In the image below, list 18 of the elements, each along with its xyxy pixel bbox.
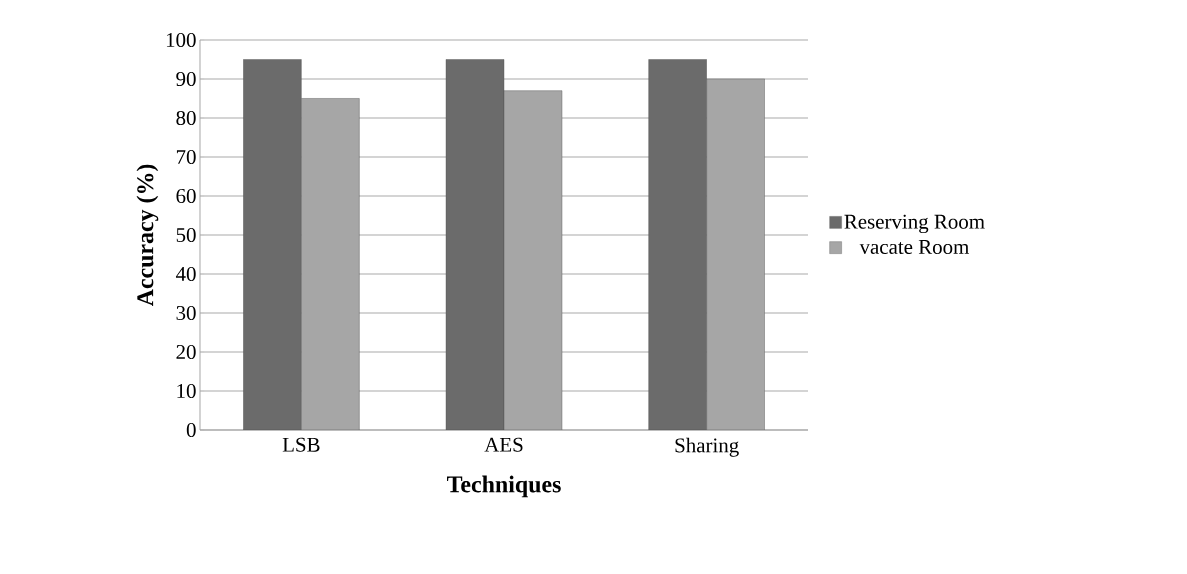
y-tick-label: 0 xyxy=(186,422,196,438)
y-tick-label: 60 xyxy=(176,188,196,204)
y-tick-label: 40 xyxy=(175,266,196,282)
y-axis-title: Accuracy (%) xyxy=(136,164,159,307)
y-tick-label: 70 xyxy=(176,149,196,165)
y-tick-label: 90 xyxy=(176,71,196,87)
x-axis-title: Techniques xyxy=(447,475,561,498)
y-tick-label: 100 xyxy=(166,32,196,48)
y-tick-label: 50 xyxy=(176,227,196,243)
x-tick-label: Sharing xyxy=(675,437,739,457)
legend-label: Reserving Room xyxy=(844,214,985,234)
x-tick-label: AES xyxy=(484,437,523,452)
y-tick-label: 10 xyxy=(177,383,196,399)
x-tick-label: LSB xyxy=(282,437,320,452)
y-tick-label: 30 xyxy=(176,305,196,321)
y-tick-label: 80 xyxy=(176,110,196,126)
legend-label: vacate Room xyxy=(859,240,970,254)
y-tick-label: 20 xyxy=(176,344,196,360)
